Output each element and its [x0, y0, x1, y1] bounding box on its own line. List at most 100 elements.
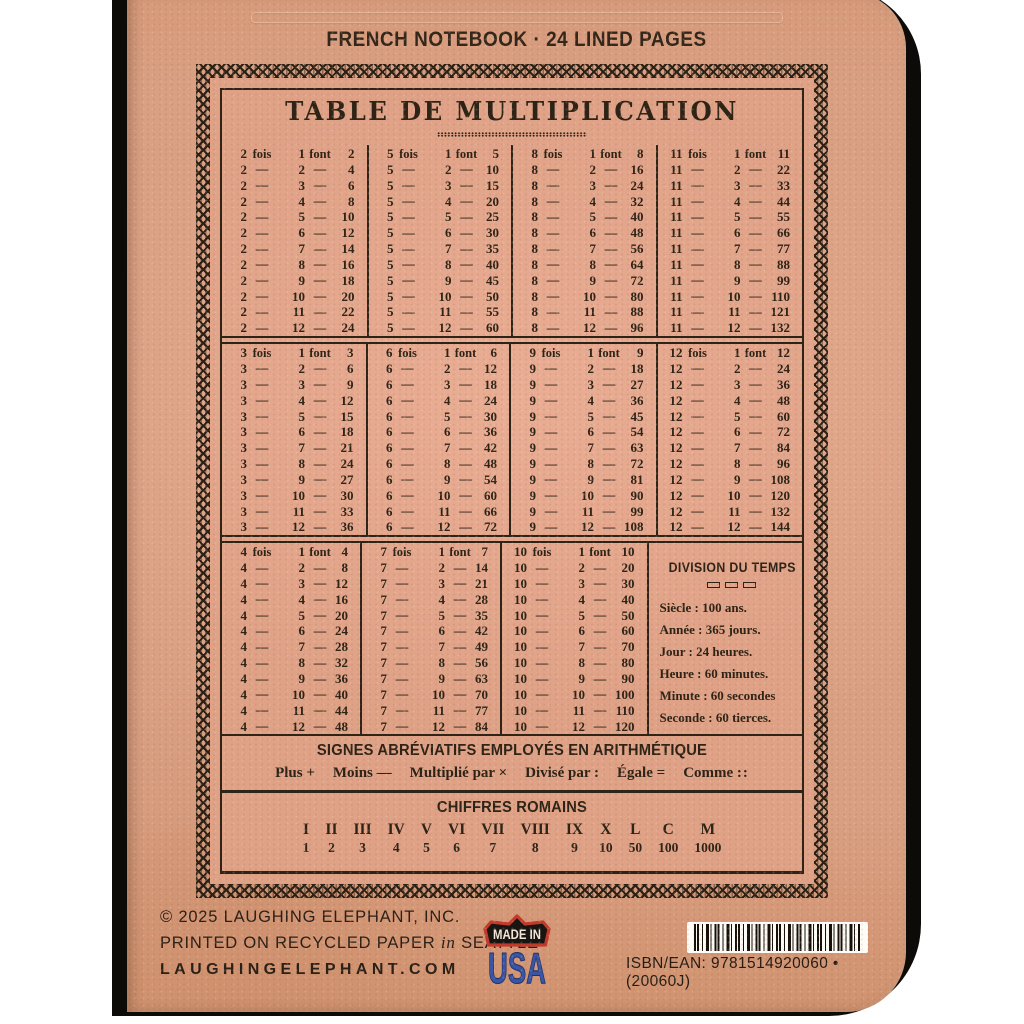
multiplication-row: 3 — 10 — 30 [222, 488, 366, 504]
cell: — [255, 703, 269, 718]
cell: — [255, 472, 269, 487]
cell: 40 [335, 686, 348, 702]
cell: 8 [734, 456, 741, 472]
cell: 10 [514, 623, 527, 639]
multiplication-row: 3 — 12 — 36 [222, 519, 366, 535]
cell: 4 [298, 392, 306, 408]
cell: — [453, 623, 467, 638]
multiplication-row: 7 — 12 — 84 [362, 719, 500, 735]
cell: 5 [734, 408, 741, 424]
cell: 8 [531, 161, 539, 177]
cell: 6 [444, 424, 451, 440]
cell: — [313, 289, 327, 304]
roman-value: 9 [571, 840, 578, 856]
cell: 50 [486, 288, 499, 304]
cell: 48 [630, 225, 644, 241]
roman-value: 5 [423, 840, 430, 856]
cell: font [455, 146, 478, 161]
cell: 10 [341, 209, 355, 225]
cell: — [749, 273, 762, 288]
cell: 9 [637, 345, 644, 361]
cell: 6 [347, 360, 354, 376]
cell: 6 [490, 345, 498, 361]
cell: — [749, 440, 762, 455]
ornament-rectangle [725, 582, 739, 589]
cell: 12 [335, 575, 348, 591]
cell: — [602, 504, 616, 519]
cell: 18 [484, 376, 497, 392]
cell: fois [252, 544, 272, 559]
cell: — [544, 393, 558, 408]
cell: 3 [734, 177, 741, 193]
cell: — [535, 639, 549, 654]
cell: — [459, 361, 472, 376]
cell: 12 [341, 225, 355, 241]
cell: — [255, 623, 269, 638]
chiffres-row: I 1 II 2 III 3 IV 4 V 5 VI 6 VII 7 VIII 8 IX 9 X 10 L 50 C 100 M… [222, 820, 802, 856]
cell: 9 [529, 376, 537, 392]
cell: — [460, 178, 473, 193]
cell: — [546, 304, 560, 319]
cell: 60 [621, 623, 635, 639]
multiplication-row: 4 — 9 — 36 [222, 671, 360, 687]
cell: — [402, 320, 415, 335]
ornament-rectangle [743, 582, 757, 589]
multiplication-row: 11 — 6 — 66 [658, 225, 803, 241]
cell: 3 [240, 487, 248, 503]
multiplication-row: 4 — 3 — 12 [222, 576, 360, 592]
roman-value: 1 [302, 840, 310, 856]
cell: 12 [669, 440, 683, 456]
cell: 14 [341, 241, 355, 257]
multiplication-row: 6 — 9 — 54 [368, 472, 510, 488]
cell: 7 [734, 440, 741, 456]
cell: 11 [670, 256, 683, 272]
cell: — [395, 623, 409, 638]
cell: 21 [340, 440, 354, 456]
isbn-text: ISBN/EAN: 9781514920060 • (20060J) [626, 955, 839, 990]
cell: 7 [298, 639, 306, 655]
cell: 11 [670, 161, 683, 177]
cell: — [593, 687, 607, 702]
cell: 84 [475, 718, 488, 734]
multiplication-row: 5 — 2 — 10 [369, 162, 512, 178]
cell: 35 [475, 607, 488, 623]
cell: 3 [445, 177, 452, 193]
cell: 3 [438, 575, 446, 591]
multiplication-row: 12 — 6 — 72 [658, 424, 803, 440]
cell: — [691, 393, 704, 408]
cell: font [309, 146, 331, 161]
cell: — [535, 703, 549, 718]
cell: — [460, 320, 473, 335]
cell: 4 [734, 392, 741, 408]
cell: 110 [615, 702, 635, 718]
cell: 4 [240, 671, 248, 686]
signe-label: Moins [332, 765, 377, 782]
cell: 2 [589, 161, 597, 177]
cell: 5 [387, 304, 394, 320]
cell: — [459, 504, 472, 519]
multiplication-row: 12 — 5 — 60 [658, 409, 803, 425]
cell: 12 [583, 320, 596, 336]
cell: 90 [621, 671, 635, 686]
badge-usa-text: USA [488, 944, 546, 993]
multiplication-row: 6 — 12 — 72 [368, 519, 510, 535]
roman-numeral: IV [387, 821, 405, 839]
cell: 12 [292, 718, 305, 734]
multiplication-row: 11 — 8 — 88 [658, 257, 803, 273]
chiffres-title: CHIFFRES ROMAINS [436, 799, 588, 817]
cell: 8 [587, 456, 595, 472]
cell: — [691, 472, 704, 487]
cell: 7 [380, 686, 388, 702]
cell: — [604, 273, 618, 288]
cell: — [255, 560, 269, 575]
chiffre-column: X 10 [599, 820, 613, 856]
cell: — [401, 377, 414, 392]
cell: 11 [777, 146, 790, 161]
cell: 120 [615, 718, 635, 734]
cell: 5 [387, 241, 394, 257]
cell: 10 [514, 702, 527, 718]
cell: 72 [630, 272, 644, 288]
cell: 9 [298, 671, 306, 686]
cell: 1 [445, 146, 452, 161]
